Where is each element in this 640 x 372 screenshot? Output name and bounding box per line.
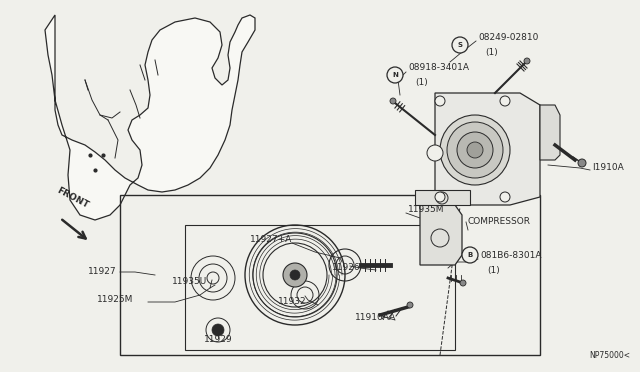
Text: NP75000<: NP75000< — [589, 351, 630, 360]
Circle shape — [524, 58, 530, 64]
Circle shape — [462, 247, 478, 263]
Text: N: N — [392, 72, 398, 78]
Circle shape — [407, 302, 413, 308]
Polygon shape — [420, 205, 462, 265]
Circle shape — [452, 37, 468, 53]
Text: 081B6-8301A: 081B6-8301A — [480, 251, 541, 260]
Text: FRONT: FRONT — [55, 186, 90, 210]
Text: S: S — [458, 42, 463, 48]
Text: 11925M: 11925M — [97, 295, 133, 305]
Text: 11932: 11932 — [278, 298, 307, 307]
Text: 08249-02810: 08249-02810 — [478, 33, 538, 42]
Circle shape — [457, 132, 493, 168]
Text: 11910AA: 11910AA — [355, 314, 396, 323]
Circle shape — [578, 159, 586, 167]
Text: (1): (1) — [485, 48, 498, 57]
Polygon shape — [45, 15, 255, 220]
Text: 11935U: 11935U — [172, 278, 207, 286]
Circle shape — [435, 96, 445, 106]
Polygon shape — [435, 93, 540, 205]
Polygon shape — [415, 190, 470, 205]
Text: 11929: 11929 — [204, 336, 232, 344]
Circle shape — [460, 280, 466, 286]
Text: (1): (1) — [415, 77, 428, 87]
Circle shape — [500, 96, 510, 106]
Text: 11926: 11926 — [332, 263, 360, 273]
Text: COMPRESSOR: COMPRESSOR — [468, 218, 531, 227]
Text: B: B — [467, 252, 472, 258]
Circle shape — [447, 122, 503, 178]
Text: 08918-3401A: 08918-3401A — [408, 64, 469, 73]
Polygon shape — [540, 105, 560, 160]
Circle shape — [500, 192, 510, 202]
Text: I1910A: I1910A — [592, 164, 624, 173]
Text: 11927+A: 11927+A — [250, 235, 292, 244]
Text: (1): (1) — [487, 266, 500, 275]
Circle shape — [427, 145, 443, 161]
Circle shape — [212, 324, 224, 336]
Bar — [185, 225, 455, 350]
Circle shape — [283, 263, 307, 287]
Circle shape — [390, 98, 396, 104]
Circle shape — [290, 270, 300, 280]
Circle shape — [467, 142, 483, 158]
Circle shape — [440, 115, 510, 185]
Bar — [120, 195, 540, 355]
Circle shape — [387, 67, 403, 83]
Text: 11927: 11927 — [88, 267, 116, 276]
Circle shape — [435, 192, 445, 202]
Text: 11935M: 11935M — [408, 205, 445, 215]
